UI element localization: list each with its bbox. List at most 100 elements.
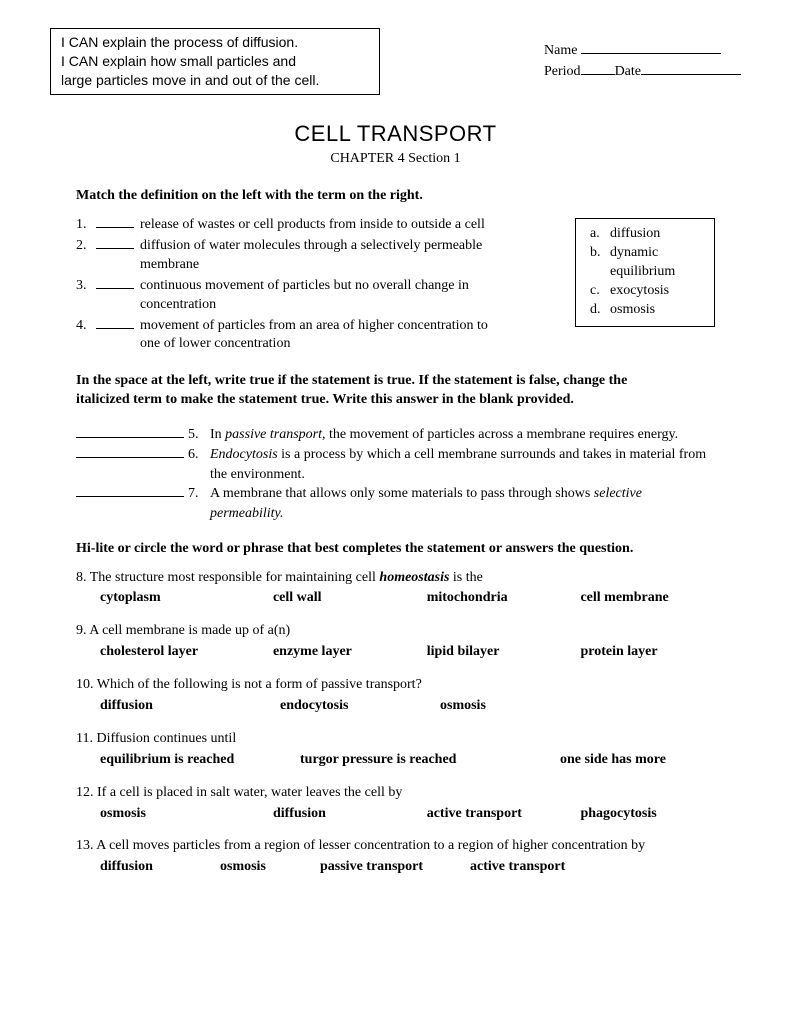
tf-item-6: 6. Endocytosis is a process by which a c… [76, 446, 715, 465]
mc-choice[interactable]: passive transport [320, 858, 470, 877]
tf-num: 7. [188, 485, 210, 504]
mc-choice[interactable]: active transport [470, 858, 620, 877]
mc-choice[interactable]: diffusion [100, 858, 220, 877]
q8-italic: homeostasis [379, 570, 449, 585]
match-blank[interactable] [96, 237, 134, 249]
mc-stem: 11. Diffusion continues until [76, 730, 715, 749]
tf5-italic: passive transport [225, 427, 322, 442]
term-letter: a. [590, 225, 610, 244]
mc-choice[interactable]: cytoplasm [100, 589, 273, 608]
mc-item-12: 12. If a cell is placed in salt water, w… [76, 784, 715, 824]
title-block: CELL TRANSPORT CHAPTER 4 Section 1 [50, 119, 741, 170]
header-row: I CAN explain the process of diffusion. … [50, 28, 741, 95]
match-item-3: 3. continuous movement of particles but … [76, 277, 506, 315]
mc-choice[interactable]: equilibrium is reached [100, 751, 300, 770]
term-text: osmosis [610, 301, 655, 320]
term-text: diffusion [610, 225, 660, 244]
mc-choices: diffusion endocytosis osmosis [76, 697, 715, 716]
term-letter: c. [590, 282, 610, 301]
mc-choice[interactable]: cell membrane [580, 589, 715, 608]
tf6-a: is a process by which a cell membrane su… [278, 447, 706, 462]
mc-choice[interactable]: osmosis [440, 697, 600, 716]
mc-item-8: 8. The structure most responsible for ma… [76, 569, 715, 609]
mc-stem: 12. If a cell is placed in salt water, w… [76, 784, 715, 803]
tf7-a: A membrane that allows only some materia… [210, 486, 594, 501]
match-num: 3. [76, 277, 96, 315]
name-label: Name [544, 43, 581, 58]
match-num: 2. [76, 237, 96, 275]
q8-b: is the [449, 570, 482, 585]
mc-choice[interactable]: enzyme layer [273, 643, 427, 662]
mc-choice[interactable]: active transport [427, 805, 581, 824]
mc-choice[interactable]: osmosis [220, 858, 320, 877]
mc-item-13: 13. A cell moves particles from a region… [76, 837, 715, 877]
match-item-4: 4. movement of particles from an area of… [76, 317, 506, 355]
mc-choice[interactable]: osmosis [100, 805, 273, 824]
mc-choice[interactable]: endocytosis [280, 697, 440, 716]
tf-blank[interactable] [76, 485, 184, 497]
match-item-1: 1. release of wastes or cell products fr… [76, 216, 506, 235]
mc-choices: osmosis diffusion active transport phago… [76, 805, 715, 824]
tf-item-7: 7. A membrane that allows only some mate… [76, 485, 715, 504]
tf-heading-b: italicized term to make the statement tr… [76, 391, 715, 410]
match-text: release of wastes or cell products from … [140, 216, 506, 235]
tf-blank[interactable] [76, 426, 184, 438]
match-section: 1. release of wastes or cell products fr… [76, 216, 715, 356]
mc-choice[interactable]: lipid bilayer [427, 643, 581, 662]
mc-item-10: 10. Which of the following is not a form… [76, 676, 715, 716]
match-blank[interactable] [96, 317, 134, 329]
mc-choice[interactable]: one side has more [560, 751, 666, 770]
period-blank[interactable] [581, 61, 615, 75]
mc-stem: 13. A cell moves particles from a region… [76, 837, 715, 856]
mc-choices: cholesterol layer enzyme layer lipid bil… [76, 643, 715, 662]
q8-a: 8. The structure most responsible for ma… [76, 570, 379, 585]
tf-heading-a: In the space at the left, write true if … [76, 372, 715, 391]
match-item-2: 2. diffusion of water molecules through … [76, 237, 506, 275]
tf-num: 5. [188, 426, 210, 445]
term-letter: d. [590, 301, 610, 320]
tf-text: Endocytosis is a process by which a cell… [210, 446, 715, 465]
tf5-b: , the movement of particles across a mem… [322, 427, 678, 442]
tf-section: 5. In passive transport, the movement of… [76, 426, 715, 523]
page-title: CELL TRANSPORT [50, 119, 741, 149]
mc-choices: equilibrium is reached turgor pressure i… [76, 751, 715, 770]
term-box: a.diffusion b.dynamic equilibrium c.exoc… [575, 218, 715, 326]
tf5-a: In [210, 427, 225, 442]
tf6-italic: Endocytosis [210, 447, 278, 462]
mc-stem: 8. The structure most responsible for ma… [76, 569, 715, 588]
term-letter: b. [590, 244, 610, 282]
mc-stem: 10. Which of the following is not a form… [76, 676, 715, 695]
mc-choice[interactable]: cell wall [273, 589, 427, 608]
match-num: 4. [76, 317, 96, 355]
page-subtitle: CHAPTER 4 Section 1 [50, 150, 741, 169]
tf6-cont: the environment. [210, 466, 715, 485]
match-heading: Match the definition on the left with th… [76, 187, 715, 206]
name-blank[interactable] [581, 40, 721, 54]
tf-heading: In the space at the left, write true if … [76, 372, 715, 410]
ican-line-2: I CAN explain how small particles and [61, 52, 369, 71]
tf7-i1: selective [594, 486, 642, 501]
match-definitions: 1. release of wastes or cell products fr… [76, 216, 506, 356]
name-block: Name PeriodDate [544, 40, 741, 82]
match-text: continuous movement of particles but no … [140, 277, 506, 315]
tf-text: In passive transport, the movement of pa… [210, 426, 715, 445]
mc-choice[interactable]: diffusion [100, 697, 280, 716]
period-label: Period [544, 64, 581, 79]
term-row: a.diffusion [590, 225, 700, 244]
mc-choice[interactable]: cholesterol layer [100, 643, 273, 662]
tf7-i2: permeability. [210, 505, 715, 524]
mc-choice[interactable]: protein layer [580, 643, 715, 662]
date-blank[interactable] [641, 61, 741, 75]
match-num: 1. [76, 216, 96, 235]
mc-choice[interactable]: turgor pressure is reached [300, 751, 560, 770]
match-blank[interactable] [96, 277, 134, 289]
ican-box: I CAN explain the process of diffusion. … [50, 28, 380, 95]
mc-choice[interactable]: diffusion [273, 805, 427, 824]
tf-blank[interactable] [76, 446, 184, 458]
match-blank[interactable] [96, 216, 134, 228]
mc-choice[interactable]: phagocytosis [580, 805, 715, 824]
mc-choice[interactable]: mitochondria [427, 589, 581, 608]
period-date-row: PeriodDate [544, 61, 741, 82]
mc-section: 8. The structure most responsible for ma… [76, 569, 715, 878]
term-row: b.dynamic equilibrium [590, 244, 700, 282]
